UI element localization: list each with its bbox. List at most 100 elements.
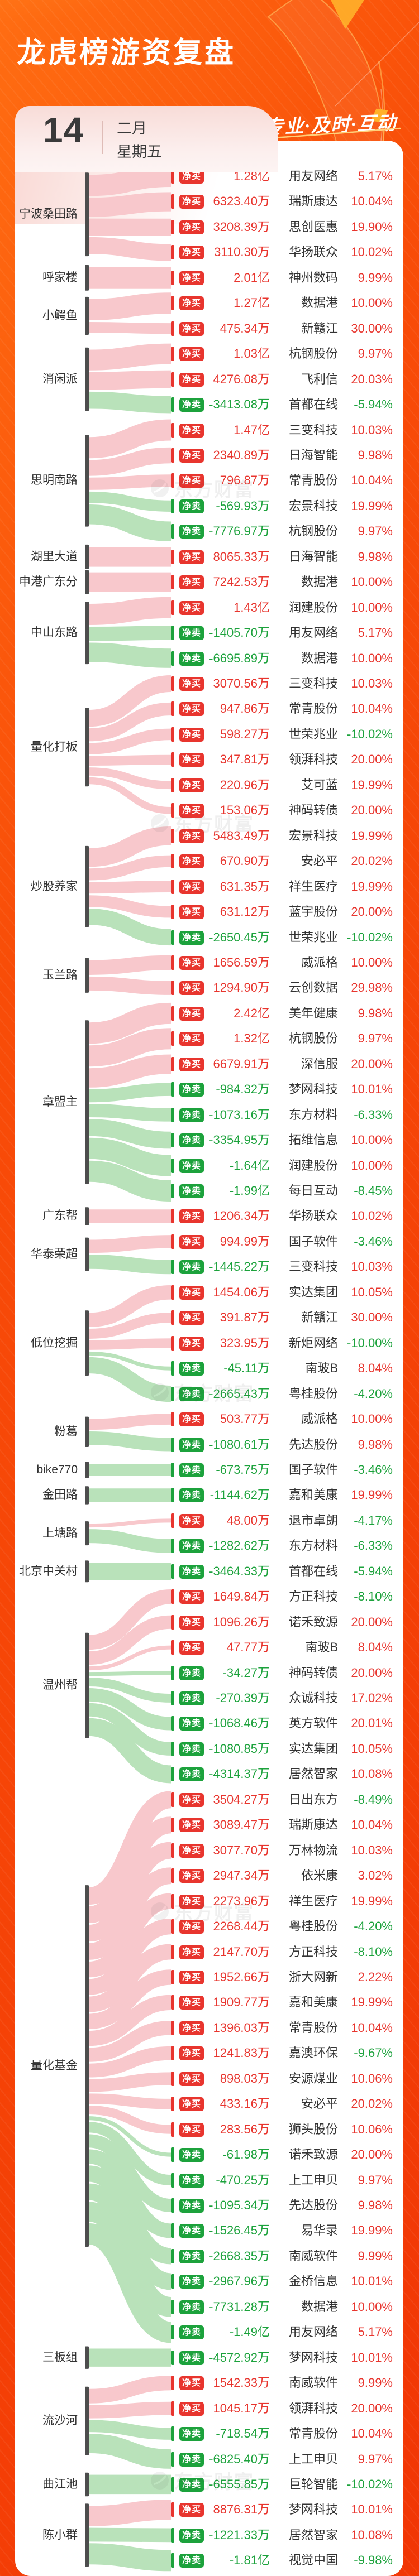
stock-flow-row: 净卖 -1526.45万 易华录 19.99% [15,2218,403,2243]
net-amount: -7731.28万 [209,2299,270,2314]
stock-flow-row: 净买 153.06万 神码转债 20.00% [15,798,403,823]
change-percent: 10.00% [351,600,393,614]
net-amount: -1080.85万 [209,1741,270,1756]
flow-ribbon [88,1918,172,1995]
stock-name: 用友网络 [288,626,338,640]
net-amount: 5483.49万 [213,828,270,843]
change-percent: 20.00% [351,2401,393,2415]
net-amount: 1.03亿 [234,347,270,361]
flow-ribbon [88,1414,172,1430]
flow-ribbon [88,2500,172,2526]
net-amount: -2967.96万 [209,2274,270,2289]
change-percent: 19.99% [351,2223,393,2238]
row-tick [171,296,174,311]
net-amount: -2650.45万 [209,930,270,944]
net-buy-badge: 净买 [179,1412,204,1427]
change-percent: 10.04% [351,701,393,716]
net-amount: 1.47亿 [234,422,270,437]
stock-name: 东方材料 [288,1107,338,1122]
stock-flow-row: 净买 3070.56万 三变科技 10.03% [15,671,403,696]
stock-name: 方正科技 [288,1944,338,1959]
flow-ribbon [88,1104,172,1122]
net-amount: -1068.46万 [209,1716,270,1731]
date-weekday: 星期五 [117,143,162,160]
net-buy-badge: 净买 [179,1285,204,1300]
stock-name: 居然智家 [288,1767,338,1781]
stock-name: 领湃科技 [288,752,338,767]
stock-flow-row: 净卖 -1405.70万 用友网络 5.17% [15,621,403,645]
row-tick [171,955,174,970]
net-sell-badge: 净卖 [179,626,204,641]
net-sell-badge: 净卖 [179,2427,204,2442]
net-buy-badge: 净买 [179,2046,204,2061]
net-buy-badge: 净买 [179,880,204,894]
stock-name: 神州数码 [288,270,338,285]
net-sell-badge: 净卖 [179,1564,204,1579]
flow-ribbon [88,2165,172,2265]
stock-name: 杭钢股份 [288,524,338,539]
stock-name: 用友网络 [288,169,338,183]
stock-flow-row: 净卖 -1.49亿 用友网络 5.17% [15,2320,403,2344]
net-buy-badge: 净买 [179,550,204,564]
net-buy-badge: 净买 [179,2097,204,2112]
net-sell-badge: 净卖 [179,1438,204,1452]
stock-flow-row: 净买 598.27万 世荣兆业 -10.02% [15,722,403,747]
change-percent: 10.06% [351,2122,393,2136]
change-percent: 9.97% [358,1031,393,1046]
stock-name: 华扬联众 [288,1209,338,1223]
group-label: 玉兰路 [42,968,78,982]
net-buy-badge: 净买 [179,854,204,869]
flow-ribbon [88,2021,172,2062]
group-bar [85,1632,89,1738]
change-percent: 9.99% [358,270,393,285]
net-sell-badge: 净卖 [179,2452,204,2467]
stock-flow-row: 净买 2947.34万 依米康 3.02% [15,1863,403,1888]
stock-flow-row: 净买 3208.39万 思创医惠 19.90% [15,215,403,239]
change-percent: 10.08% [351,2527,393,2542]
stock-name: 依米康 [301,1868,338,1883]
net-amount: -1526.45万 [209,2223,270,2238]
group-bar [85,2503,89,2567]
stock-flow-row: 净卖 -1073.16万 东方材料 -6.33% [15,1103,403,1127]
group-bar [85,296,89,335]
row-tick [171,1133,174,1148]
row-tick [171,245,174,260]
change-percent: 10.03% [351,1260,393,1274]
flow-ribbon [88,1235,172,1253]
stock-flow-row: 净卖 -718.54万 常青股份 10.04% [15,2421,403,2446]
stock-flow-row: 净买 1952.66万 浙大网新 2.22% [15,1965,403,1989]
row-tick [171,600,174,615]
stock-name: 视觉中国 [288,2553,338,2568]
stock-name: 用友网络 [288,2325,338,2339]
group-bar [85,1486,89,1505]
stock-name: 华扬联众 [288,245,338,259]
change-percent: 10.06% [351,2071,393,2085]
row-tick [171,2553,174,2568]
row-tick [171,2223,174,2238]
net-amount: 1542.33万 [213,2376,270,2390]
flow-ribbon [88,192,172,217]
stock-name: 新赣江 [301,321,338,335]
stock-flow-row: 净卖 -1095.34万 先达股份 9.98% [15,2193,403,2218]
flow-ribbon [88,237,172,261]
net-sell-badge: 净卖 [179,1539,204,1554]
flow-ribbon [88,1867,172,1960]
net-amount: -45.11万 [223,1361,270,1376]
net-buy-badge: 净买 [179,1615,204,1630]
net-amount: 4276.08万 [213,372,270,386]
net-amount: 1241.83万 [213,2046,270,2060]
net-buy-badge: 净买 [179,474,204,488]
flow-ribbon [88,1338,172,1350]
net-buy-badge: 净买 [179,321,204,336]
change-percent: 10.02% [351,1209,393,1223]
stock-flow-row: 净买 4276.08万 飞利信 20.03% [15,367,403,392]
stock-name: 诺禾致源 [288,1614,338,1629]
stock-flow-row: 净卖 -4572.92万 梦网科技 10.01% [15,2346,403,2370]
group-label: 上塘路 [42,1526,78,1540]
net-sell-badge: 净卖 [179,1463,204,1477]
change-percent: 20.03% [351,372,393,386]
eastmoney-watermark: 东方财富 [150,2467,254,2494]
stock-name: 南威软件 [288,2376,338,2390]
flow-ribbon [88,1688,172,1731]
net-amount: -470.25万 [216,2173,270,2187]
